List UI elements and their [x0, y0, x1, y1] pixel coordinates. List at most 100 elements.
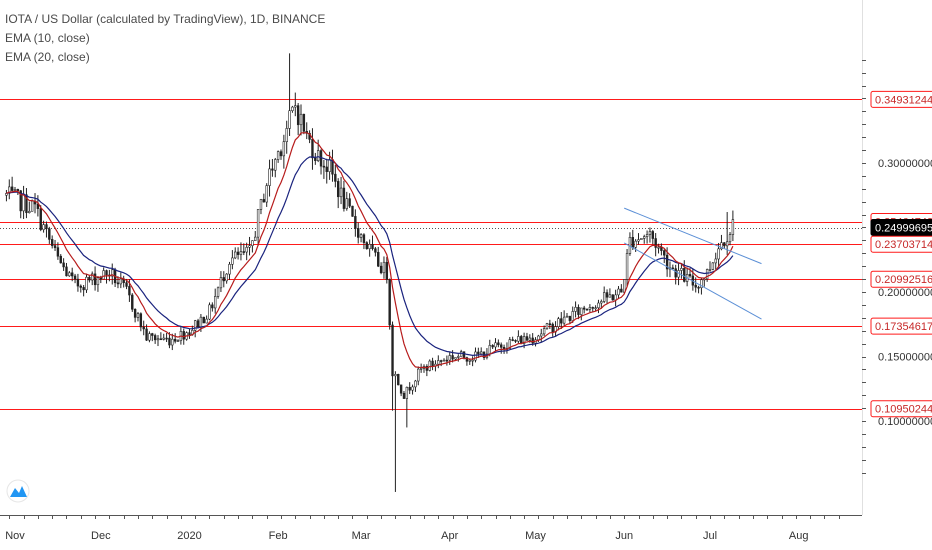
- candle[interactable]: [102, 267, 105, 280]
- candle[interactable]: [119, 272, 123, 289]
- candle[interactable]: [251, 240, 254, 253]
- candle[interactable]: [88, 275, 91, 283]
- candle[interactable]: [605, 289, 609, 304]
- candle[interactable]: [311, 128, 314, 170]
- candle[interactable]: [588, 304, 592, 313]
- ema20-legend[interactable]: EMA (20, close): [5, 50, 90, 64]
- candle[interactable]: [668, 261, 672, 278]
- candle[interactable]: [276, 150, 280, 163]
- candle[interactable]: [411, 384, 414, 395]
- candle[interactable]: [422, 364, 426, 373]
- candle[interactable]: [377, 246, 380, 268]
- candle[interactable]: [288, 53, 291, 136]
- candle[interactable]: [282, 134, 286, 169]
- candle[interactable]: [551, 322, 554, 337]
- candle[interactable]: [271, 158, 274, 177]
- candle[interactable]: [291, 105, 294, 113]
- candle[interactable]: [236, 247, 240, 260]
- candle[interactable]: [96, 276, 100, 292]
- candle[interactable]: [145, 324, 148, 341]
- candle[interactable]: [342, 180, 346, 212]
- candle[interactable]: [640, 238, 643, 240]
- candle[interactable]: [245, 242, 248, 261]
- resistance-price-label[interactable]: 0.10950244: [870, 400, 932, 418]
- candle[interactable]: [397, 373, 400, 386]
- candle[interactable]: [382, 256, 386, 279]
- candle[interactable]: [514, 339, 517, 343]
- candle[interactable]: [554, 321, 557, 337]
- candle[interactable]: [497, 339, 500, 348]
- candle[interactable]: [600, 299, 603, 309]
- candle[interactable]: [334, 164, 337, 188]
- candle[interactable]: [674, 264, 677, 285]
- candle[interactable]: [216, 286, 220, 299]
- candle[interactable]: [568, 315, 572, 324]
- candle[interactable]: [339, 176, 343, 205]
- candle[interactable]: [731, 210, 735, 242]
- candle[interactable]: [582, 305, 586, 314]
- candle[interactable]: [319, 149, 323, 175]
- candle[interactable]: [176, 339, 180, 342]
- candle[interactable]: [623, 279, 626, 294]
- candle[interactable]: [577, 304, 580, 320]
- candle[interactable]: [560, 312, 563, 329]
- candle[interactable]: [65, 262, 68, 277]
- candle[interactable]: [457, 354, 460, 362]
- candle[interactable]: [231, 250, 234, 270]
- candle[interactable]: [165, 332, 168, 343]
- candle[interactable]: [142, 320, 145, 336]
- candle[interactable]: [374, 246, 377, 257]
- candle[interactable]: [625, 249, 629, 287]
- candle[interactable]: [305, 122, 308, 140]
- resistance-price-label[interactable]: 0.23703714: [870, 235, 932, 253]
- candle[interactable]: [225, 273, 228, 284]
- candle[interactable]: [419, 363, 423, 373]
- resistance-price-label[interactable]: 0.17354617: [870, 317, 932, 335]
- candle[interactable]: [8, 179, 11, 200]
- candle[interactable]: [485, 348, 489, 360]
- candle[interactable]: [391, 321, 394, 411]
- candle[interactable]: [408, 382, 411, 395]
- candle[interactable]: [219, 271, 223, 293]
- candle[interactable]: [296, 102, 300, 136]
- channel-top-line[interactable]: [624, 207, 762, 265]
- candle[interactable]: [25, 188, 28, 219]
- candle[interactable]: [660, 243, 663, 256]
- candle[interactable]: [202, 316, 205, 324]
- candle[interactable]: [239, 242, 243, 261]
- candle[interactable]: [302, 113, 306, 135]
- candle[interactable]: [597, 299, 600, 314]
- candle[interactable]: [162, 333, 165, 341]
- candle[interactable]: [562, 310, 566, 326]
- candle[interactable]: [685, 267, 689, 287]
- candle[interactable]: [50, 235, 54, 249]
- candle[interactable]: [151, 332, 154, 342]
- candle[interactable]: [445, 355, 449, 366]
- candle[interactable]: [620, 284, 623, 293]
- candle[interactable]: [531, 333, 534, 346]
- candle[interactable]: [517, 330, 520, 344]
- candle[interactable]: [322, 159, 326, 179]
- candle[interactable]: [500, 342, 503, 354]
- candle[interactable]: [557, 316, 560, 331]
- candle[interactable]: [254, 231, 257, 241]
- candle[interactable]: [294, 92, 297, 117]
- candle[interactable]: [683, 260, 686, 283]
- candle[interactable]: [73, 273, 77, 284]
- candle[interactable]: [314, 152, 317, 165]
- candle[interactable]: [68, 271, 71, 277]
- candle[interactable]: [711, 262, 715, 271]
- candle[interactable]: [439, 359, 443, 367]
- candle[interactable]: [76, 273, 80, 292]
- candle[interactable]: [136, 311, 140, 322]
- candle[interactable]: [274, 157, 277, 178]
- candle[interactable]: [491, 344, 494, 349]
- candle[interactable]: [279, 149, 283, 160]
- candle[interactable]: [648, 227, 652, 243]
- candle[interactable]: [394, 371, 397, 492]
- candle[interactable]: [299, 104, 303, 136]
- candle[interactable]: [45, 221, 48, 238]
- candle[interactable]: [93, 266, 97, 291]
- candle[interactable]: [259, 198, 263, 215]
